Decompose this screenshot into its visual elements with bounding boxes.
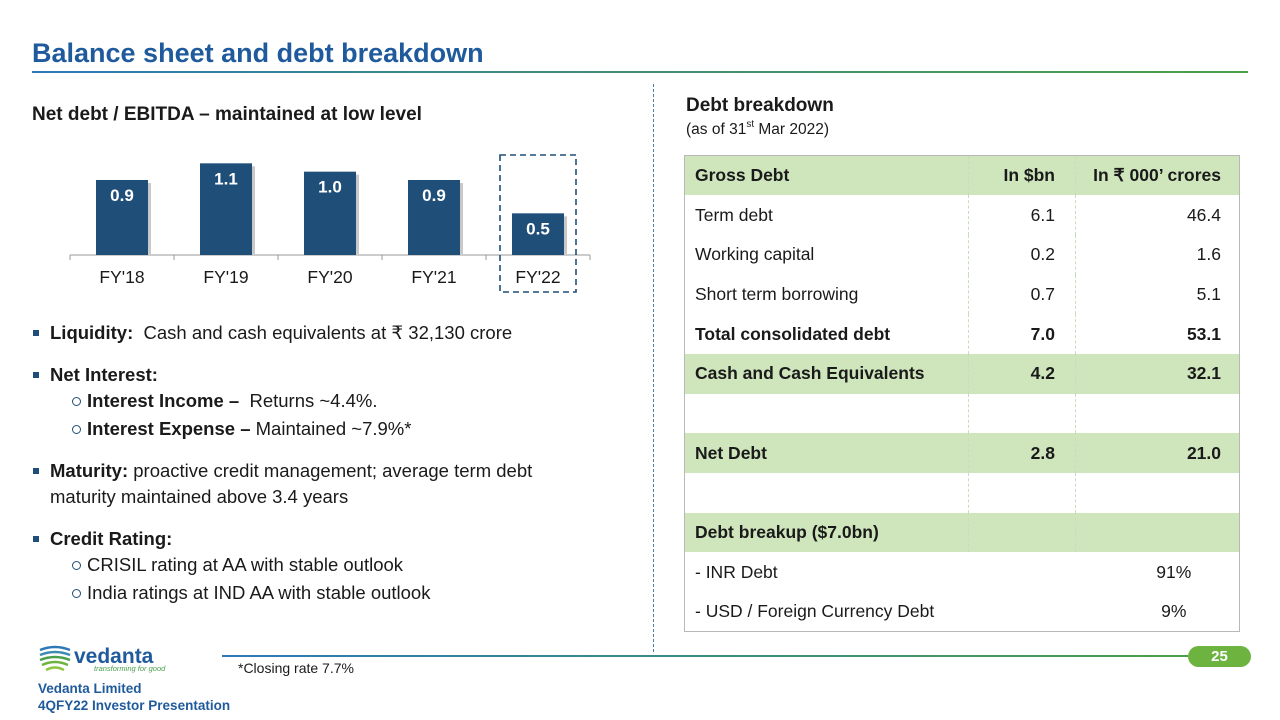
header-gross-debt: Gross Debt	[684, 155, 969, 196]
table-row-inr-debt: - INR Debt 91%	[695, 561, 1192, 582]
bar-value-label: 1.1	[214, 169, 238, 188]
presentation-name: 4QFY22 Investor Presentation	[38, 698, 231, 713]
x-tick-label: FY'20	[307, 267, 352, 287]
sub-bullet-india-ratings: India ratings at IND AA with stable outl…	[32, 580, 622, 606]
interest-expense-label: Interest Expense –	[87, 418, 251, 439]
chart-title: Net debt / EBITDA – maintained at low le…	[32, 104, 422, 125]
footer-rule	[222, 655, 1188, 657]
debt-breakdown-date: (as of 31st Mar 2022)	[686, 119, 830, 138]
header-inr-crores: In ₹ 000’ crores	[1075, 155, 1240, 196]
key-highlights: Liquidity: Cash and cash equivalents at …	[32, 320, 622, 606]
company-name: Vedanta Limited	[38, 681, 142, 696]
table-row-debt-breakup: Debt breakup ($7.0bn)	[684, 512, 1240, 553]
logo-mark-icon	[39, 645, 71, 672]
table-row: Working capital 0.2 1.6	[685, 234, 1240, 275]
table-header-row: Gross Debt In $bn In ₹ 000’ crores	[684, 155, 1240, 196]
x-tick-label: FY'22	[515, 267, 560, 287]
x-tick-label: FY'21	[411, 267, 456, 287]
table-row-total: Total consolidated debt 7.0 53.1	[685, 314, 1240, 354]
table-row-usd-debt: - USD / Foreign Currency Debt 9%	[695, 601, 1187, 622]
sub-bullet-interest-expense: Interest Expense – Maintained ~7.9%*	[32, 416, 622, 442]
title-underline	[32, 71, 1248, 73]
bar-FY'18	[96, 180, 148, 255]
bullet-maturity: Maturity: proactive credit management; a…	[32, 458, 622, 510]
table-row-spacer	[684, 473, 1240, 513]
net-interest-label: Net Interest:	[50, 364, 158, 385]
page-number: 25	[1188, 646, 1251, 667]
footnote: *Closing rate 7.7%	[238, 660, 354, 676]
x-tick-label: FY'19	[203, 267, 248, 287]
header-usd-bn: In $bn	[968, 155, 1076, 196]
page-title: Balance sheet and debt breakdown	[32, 38, 484, 68]
interest-income-text: Returns ~4.4%.	[249, 390, 378, 411]
table-row-cash: Cash and Cash Equivalents 4.2 32.1	[684, 353, 1240, 394]
table-row: Short term borrowing 0.7 5.1	[685, 274, 1240, 315]
debt-table: Gross Debt In $bn In ₹ 000’ crores Term …	[684, 155, 1240, 633]
maturity-label: Maturity:	[50, 460, 129, 481]
interest-expense-text: Maintained ~7.9%*	[255, 418, 412, 439]
x-tick-label: FY'18	[99, 267, 144, 287]
table-row-spacer	[684, 393, 1240, 434]
bullet-liquidity: Liquidity: Cash and cash equivalents at …	[32, 320, 622, 346]
highlight-box	[499, 154, 577, 293]
section-divider	[653, 84, 654, 652]
bar-FY'22	[512, 213, 564, 255]
bar-value-label: 0.9	[110, 186, 134, 205]
sub-bullet-interest-income: Interest Income – Returns ~4.4%.	[32, 388, 622, 414]
bar-FY'20	[304, 171, 356, 255]
company-info: Vedanta Limited 4QFY22 Investor Presenta…	[38, 680, 230, 714]
bar-FY'19	[200, 163, 252, 255]
bar-value-label: 0.5	[526, 219, 550, 238]
table-row-net-debt: Net Debt 2.8 21.0	[684, 433, 1240, 473]
logo-tagline: transforming for good	[94, 664, 166, 673]
bar-value-label: 1.0	[318, 178, 342, 197]
liquidity-label: Liquidity:	[50, 322, 134, 343]
sub-bullet-crisil: CRISIL rating at AA with stable outlook	[32, 552, 622, 578]
credit-rating-label: Credit Rating:	[50, 528, 173, 549]
logo-wordmark: vedanta	[74, 645, 154, 668]
net-debt-ebitda-chart: 0.9 FY'18 1.1 FY'19 1.0 FY'20 0.9 FY'21 0.5 FY'22	[69, 154, 591, 293]
maturity-text: proactive credit management; average ter…	[50, 460, 533, 507]
interest-income-label: Interest Income –	[87, 390, 240, 411]
table-row: Term debt 6.1 46.4	[685, 195, 1240, 235]
liquidity-text: Cash and cash equivalents at ₹ 32,130 cr…	[143, 322, 513, 343]
bullet-credit-rating: Credit Rating:	[32, 526, 622, 552]
vedanta-logo: vedanta transforming for good	[39, 645, 166, 673]
bullet-net-interest: Net Interest:	[32, 362, 622, 388]
bar-value-label: 0.9	[422, 186, 446, 205]
bar-FY'21	[408, 180, 460, 255]
debt-breakdown-title: Debt breakdown	[686, 95, 834, 116]
